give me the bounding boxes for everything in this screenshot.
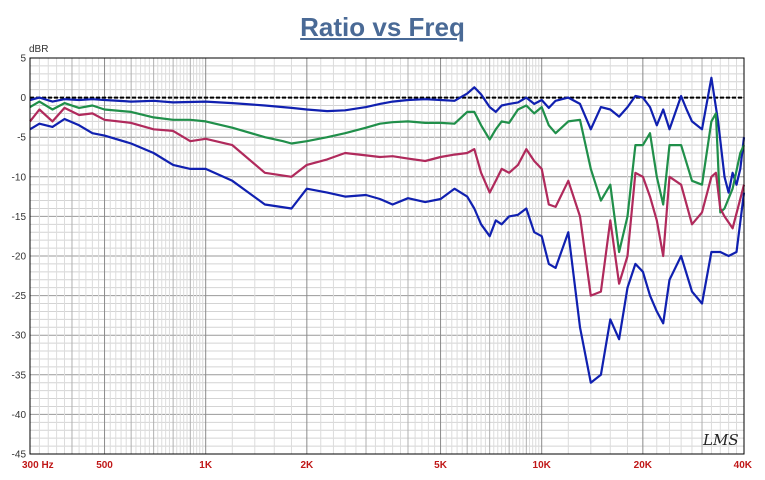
chart-title: Ratio vs Freq — [300, 12, 465, 42]
x-tick-label: 5K — [434, 460, 448, 471]
y-tick-label: -40 — [12, 410, 27, 421]
x-tick-label: 1K — [199, 460, 213, 471]
series-line-2 — [29, 100, 745, 254]
x-tick-label: 10K — [533, 460, 552, 471]
y-tick-label: 0 — [20, 93, 26, 104]
y-tick-label: -10 — [12, 172, 27, 183]
series-line-4 — [29, 117, 746, 384]
y-tick-label: -35 — [12, 370, 27, 381]
x-tick-label: 2K — [300, 460, 314, 471]
y-tick-label: 5 — [20, 54, 26, 65]
y-tick-label: -20 — [12, 252, 27, 263]
x-tick-labels: 300 Hz 500 1K 2K 5K 10K 20K 40K — [22, 460, 753, 471]
y-tick-label: -45 — [12, 450, 27, 461]
lms-watermark: LMS — [702, 431, 739, 449]
y-tick-label: -15 — [12, 212, 27, 223]
y-tick-label: -25 — [12, 291, 27, 302]
x-tick-label: 20K — [634, 460, 653, 471]
x-tick-label: 500 — [96, 460, 113, 471]
series-line-1 — [29, 76, 746, 194]
plot-frame — [29, 57, 745, 455]
x-tick-label: 300 Hz — [22, 460, 54, 471]
y-tick-label: -5 — [17, 133, 26, 144]
series-line-3 — [29, 106, 746, 297]
x-tick-label: 40K — [734, 460, 753, 471]
y-tick-labels: 5 0 -5 -10 -15 -20 -25 -30 -35 -40 -45 — [12, 54, 27, 461]
y-tick-label: -30 — [12, 331, 27, 342]
y-axis-unit-label: dBR — [29, 44, 48, 55]
grid — [29, 57, 745, 455]
series-group — [29, 76, 746, 384]
